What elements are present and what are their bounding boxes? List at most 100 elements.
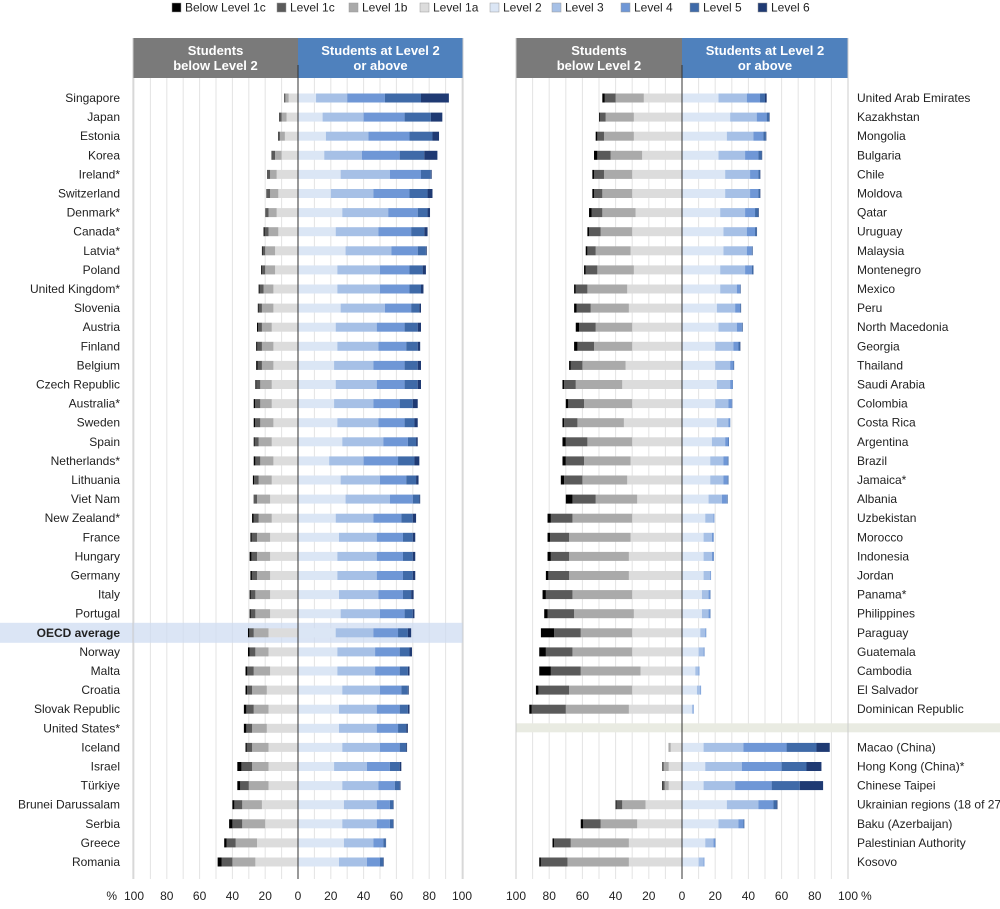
- bar-segment: [273, 360, 298, 370]
- bar-segment: [412, 494, 420, 504]
- bar-segment: [564, 475, 583, 485]
- bar-segment: [255, 399, 261, 409]
- bar-segment: [539, 857, 541, 867]
- bar-segment: [258, 513, 272, 523]
- bar-segment: [682, 532, 704, 542]
- bar-segment: [421, 284, 424, 294]
- bar-segment: [373, 189, 410, 198]
- legend-label: Below Level 1c: [185, 1, 266, 15]
- bar-segment: [266, 685, 298, 695]
- bar-segment: [422, 265, 426, 275]
- bar-segment: [715, 360, 731, 370]
- bar-segment: [632, 647, 682, 657]
- bar-segment: [603, 131, 634, 141]
- bar-segment: [298, 341, 338, 351]
- country-label: Canada*: [73, 225, 120, 239]
- bar-segment: [342, 819, 377, 829]
- bar-segment: [592, 169, 595, 179]
- bar-segment: [725, 437, 729, 447]
- bar-segment: [278, 189, 298, 198]
- bar-segment: [781, 762, 807, 771]
- bar-segment: [584, 456, 631, 466]
- bar-segment: [343, 800, 377, 810]
- bar-segment: [270, 532, 298, 542]
- bar-segment: [378, 341, 407, 351]
- bar-segment: [701, 590, 709, 600]
- bar-segment: [298, 742, 343, 752]
- bar-segment: [247, 685, 253, 695]
- country-label: Philippines: [857, 607, 915, 621]
- bar-segment: [389, 762, 400, 771]
- bar-segment: [298, 227, 336, 237]
- country-label: Netherlands*: [51, 454, 121, 468]
- bar-segment: [261, 341, 274, 351]
- bar-segment: [705, 838, 714, 848]
- bar-segment: [721, 494, 727, 504]
- legend-label: Level 6: [771, 1, 810, 15]
- bar-segment: [253, 628, 269, 638]
- bar-segment: [595, 131, 598, 141]
- bar-segment: [340, 303, 385, 313]
- bar-segment: [389, 169, 421, 179]
- bar-segment: [257, 532, 271, 542]
- bar-segment: [243, 704, 247, 714]
- bar-segment: [250, 590, 256, 600]
- bar-segment: [298, 532, 339, 542]
- bar-segment: [547, 513, 551, 523]
- bar-segment: [682, 265, 721, 275]
- bar-segment: [723, 475, 728, 485]
- bar-segment: [267, 169, 271, 179]
- bar-segment: [708, 494, 722, 504]
- bar-segment: [430, 169, 432, 179]
- bar-segment: [580, 819, 584, 829]
- bar-segment: [258, 437, 272, 447]
- bar-segment: [570, 838, 629, 848]
- bar-segment: [733, 341, 739, 351]
- country-label: Uzbekistan: [857, 511, 916, 525]
- tick-label: 60: [193, 889, 207, 903]
- legend-label: Level 1a: [433, 1, 479, 15]
- bar-segment: [337, 341, 379, 351]
- tick-label: 100: [124, 889, 144, 903]
- country-label: Ukrainian regions (18 of 27): [857, 798, 1000, 812]
- bar-segment: [682, 418, 717, 428]
- bar-segment: [273, 341, 298, 351]
- bar-segment: [237, 781, 241, 791]
- bar-segment: [337, 284, 380, 294]
- legend-swatch: [276, 2, 287, 13]
- bar-segment: [587, 284, 628, 294]
- country-label: Czech Republic: [36, 378, 120, 392]
- bar-segment: [324, 150, 362, 160]
- bar-segment: [682, 456, 711, 466]
- bar-segment: [599, 112, 606, 122]
- bar-segment: [268, 208, 277, 218]
- bar-segment: [252, 685, 267, 695]
- bar-segment: [569, 532, 631, 542]
- header-above-text: Students at Level 2: [321, 43, 439, 58]
- bar-segment: [682, 628, 701, 638]
- bar-segment: [622, 380, 682, 389]
- bar-segment: [730, 380, 733, 389]
- bar-segment: [257, 494, 271, 504]
- bar-segment: [298, 322, 336, 332]
- bar-segment: [339, 590, 379, 600]
- bar-segment: [249, 590, 251, 600]
- bar-segment: [398, 723, 407, 733]
- bar-segment: [610, 150, 643, 160]
- bar-segment: [682, 322, 719, 332]
- bar-segment: [298, 360, 335, 370]
- country-label: Baku (Azerbaijan): [857, 817, 952, 831]
- bar-segment: [746, 227, 756, 237]
- bar-segment: [316, 93, 348, 103]
- bar-segment: [716, 418, 729, 428]
- group-separator: [516, 723, 1000, 733]
- bar-segment: [682, 246, 724, 256]
- bar-segment: [255, 590, 271, 600]
- bar-segment: [628, 303, 682, 313]
- bar-segment: [376, 380, 405, 389]
- country-label: Ireland*: [79, 167, 121, 181]
- bar-segment: [278, 131, 280, 141]
- bar-segment: [256, 360, 258, 370]
